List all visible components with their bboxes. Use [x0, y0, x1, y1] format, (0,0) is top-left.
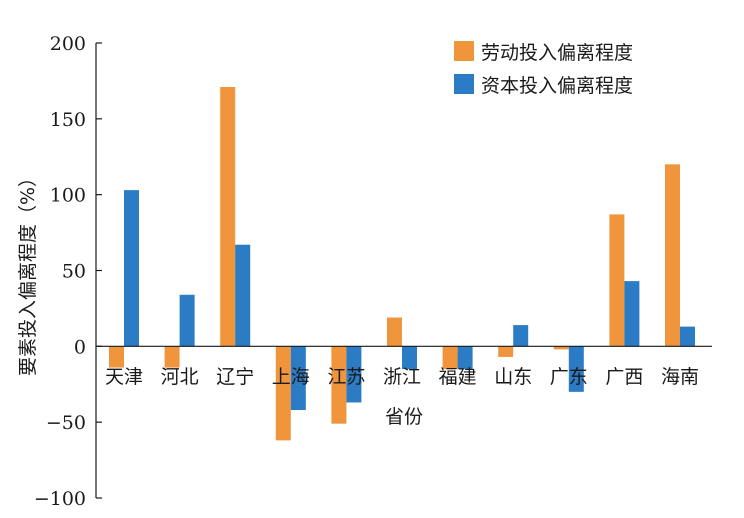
category-label-10: 海南 — [661, 366, 699, 388]
category-labels: 天津 河北 辽宁 上海 江苏 浙江 福建 山东 广东 广西 海南 — [105, 366, 699, 388]
bar-capital-2 — [235, 244, 251, 347]
y-tick-label-6: 200 — [50, 33, 86, 55]
bar-labor-3 — [275, 346, 291, 441]
bar-capital-9 — [624, 281, 640, 347]
bar-labor-1 — [164, 346, 180, 368]
bar-labor-0 — [109, 346, 124, 368]
y-axis-title: 要素投入偏离程度（%） — [17, 168, 39, 376]
bar-labor-9 — [609, 214, 625, 347]
legend-label-0: 劳动投入偏离程度 — [481, 42, 633, 64]
bar-labor-7 — [498, 346, 514, 357]
bar-capital-1 — [179, 294, 195, 347]
y-tick-label-2: 0 — [74, 336, 86, 358]
legend-swatch-1 — [454, 74, 474, 94]
bar-labor-6 — [442, 346, 458, 370]
category-label-1: 河北 — [161, 366, 199, 388]
bar-capital-3 — [290, 346, 306, 411]
bar-capital-7 — [513, 325, 529, 347]
category-label-0: 天津 — [105, 366, 143, 388]
bar-capital-8 — [568, 346, 584, 392]
bar-capital-6 — [457, 346, 473, 370]
bar-capital-0 — [124, 190, 139, 347]
legend-label-1: 资本投入偏离程度 — [481, 75, 633, 97]
axes-layer: −100 −50 0 50 100 150 200 — [34, 33, 712, 510]
y-tick-label-1: −50 — [46, 412, 86, 434]
bars-layer — [109, 86, 695, 441]
bar-capital-5 — [402, 346, 417, 370]
category-label-3: 上海 — [272, 366, 310, 388]
bar-labor-4 — [331, 346, 347, 424]
bar-capital-4 — [346, 346, 362, 403]
category-label-7: 山东 — [494, 366, 532, 388]
category-label-5: 浙江 — [383, 366, 421, 388]
bar-labor-2 — [220, 86, 236, 347]
category-label-8: 广东 — [550, 366, 588, 388]
bar-capital-10 — [680, 326, 695, 347]
category-label-2: 辽宁 — [216, 366, 254, 388]
y-tick-label-0: −100 — [34, 488, 86, 510]
category-label-6: 福建 — [439, 366, 477, 388]
bar-labor-10 — [665, 164, 680, 347]
category-label-4: 江苏 — [327, 366, 365, 388]
legend-swatch-0 — [454, 41, 474, 61]
bar-labor-5 — [387, 317, 402, 347]
bar-labor-8 — [553, 346, 569, 350]
x-axis-title: 省份 — [385, 406, 423, 428]
y-tick-label-4: 100 — [50, 185, 86, 207]
y-tick-label-3: 50 — [62, 261, 86, 283]
y-tick-label-5: 150 — [50, 109, 86, 131]
category-label-9: 广西 — [605, 366, 643, 388]
